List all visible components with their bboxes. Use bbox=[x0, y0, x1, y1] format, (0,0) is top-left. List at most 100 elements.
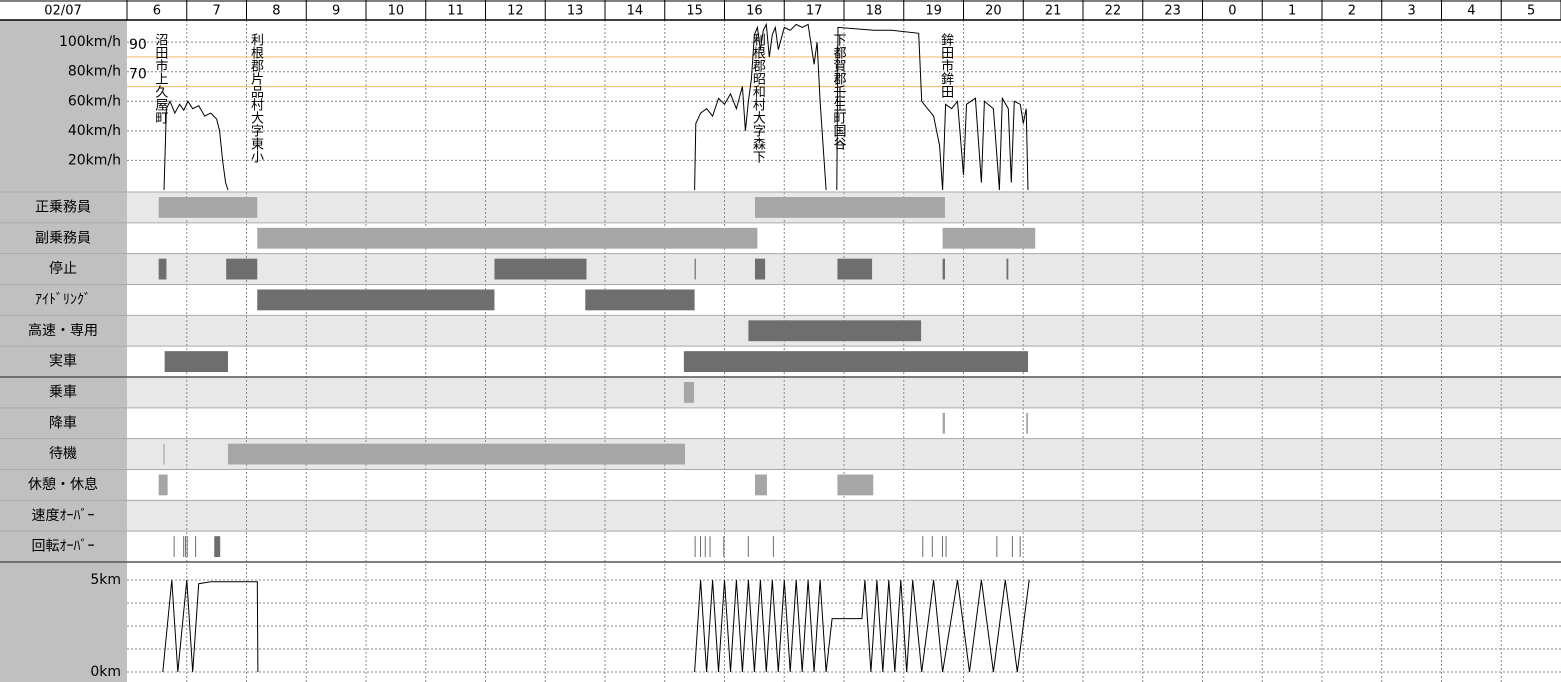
hour-label: 20 bbox=[985, 4, 1002, 19]
hour-label: 23 bbox=[1164, 4, 1181, 19]
hour-label: 13 bbox=[567, 4, 584, 19]
threshold-label: 70 bbox=[129, 67, 147, 83]
row-label: 回転ｵｰﾊﾞｰ bbox=[32, 539, 95, 555]
hour-label: 18 bbox=[866, 4, 883, 19]
activity-bar bbox=[694, 536, 696, 557]
activity-bar bbox=[748, 320, 922, 342]
speed-tick-label: 100km/h bbox=[59, 34, 121, 50]
activity-bar bbox=[257, 289, 495, 311]
activity-bar bbox=[747, 536, 749, 557]
speed-tick-label: 60km/h bbox=[68, 93, 121, 109]
activity-bar bbox=[1019, 536, 1021, 557]
row-label: 停止 bbox=[49, 260, 77, 277]
speed-line bbox=[163, 22, 1029, 191]
row-label: 副乗務員 bbox=[35, 230, 91, 246]
activity-bar bbox=[694, 258, 696, 280]
date-label: 02/07 bbox=[44, 4, 81, 19]
hour-label: 11 bbox=[447, 4, 464, 19]
place-label: 下都賀郡壬生町国谷 bbox=[831, 33, 847, 150]
row-label: 降車 bbox=[49, 414, 77, 431]
hour-label: 22 bbox=[1105, 4, 1122, 19]
distance-tick-label: 0km bbox=[90, 664, 121, 680]
hour-label: 0 bbox=[1228, 4, 1236, 19]
activity-bar bbox=[1026, 412, 1029, 434]
activity-bar bbox=[186, 536, 188, 557]
activity-bar bbox=[754, 258, 766, 280]
distance-line bbox=[162, 579, 1030, 673]
hour-label: 1 bbox=[1288, 4, 1296, 19]
activity-bar bbox=[709, 536, 711, 557]
activity-bar bbox=[158, 197, 258, 218]
activity-bar bbox=[184, 536, 186, 557]
activity-bar bbox=[996, 536, 998, 557]
threshold-label: 90 bbox=[129, 37, 147, 53]
place-label: 利根郡片品村大字東小 bbox=[248, 33, 264, 164]
row-label: 速度ｵｰﾊﾞｰ bbox=[32, 508, 95, 524]
hour-label: 7 bbox=[212, 4, 220, 19]
place-label: 沼田市上久屋町 bbox=[152, 33, 168, 124]
hour-label: 9 bbox=[332, 4, 340, 19]
row-label: 高速・専用 bbox=[28, 322, 98, 339]
activity-bar bbox=[214, 536, 221, 557]
activity-bar bbox=[195, 536, 197, 557]
row-label: 実車 bbox=[49, 353, 77, 370]
place-label: 鉾田市鉾田 bbox=[938, 33, 954, 98]
activity-bar bbox=[754, 197, 945, 218]
activity-bar bbox=[945, 536, 947, 557]
distance-tick-label: 5km bbox=[90, 572, 121, 588]
speed-tick-label: 20km/h bbox=[68, 152, 121, 168]
hour-label: 19 bbox=[925, 4, 942, 19]
row-label: 待機 bbox=[49, 446, 77, 462]
row-label: 休憩・休息 bbox=[28, 476, 98, 493]
activity-bar bbox=[183, 536, 185, 557]
hour-label: 21 bbox=[1045, 4, 1062, 19]
activity-bar bbox=[837, 258, 873, 280]
hour-label: 16 bbox=[746, 4, 763, 19]
activity-bar bbox=[942, 258, 945, 280]
activity-bar bbox=[772, 536, 774, 557]
activity-bar bbox=[723, 536, 725, 557]
activity-bar bbox=[941, 536, 943, 557]
hour-label: 8 bbox=[272, 4, 280, 19]
hour-label: 4 bbox=[1467, 4, 1475, 19]
hour-label: 15 bbox=[686, 4, 703, 19]
activity-bar bbox=[1011, 536, 1013, 557]
place-label: 利根郡昭和村大字森下 bbox=[750, 33, 766, 163]
label-column bbox=[0, 20, 127, 682]
activity-bar bbox=[227, 443, 686, 465]
activity-bar bbox=[704, 536, 706, 557]
hour-label: 12 bbox=[507, 4, 524, 19]
hour-label: 6 bbox=[153, 4, 161, 19]
activity-bar bbox=[164, 351, 228, 372]
activity-bar bbox=[163, 443, 165, 465]
speed-tick-label: 40km/h bbox=[68, 123, 121, 139]
activity-bar bbox=[257, 227, 758, 249]
activity-bar bbox=[837, 474, 874, 496]
activity-bar bbox=[173, 536, 175, 557]
hour-label: 17 bbox=[806, 4, 823, 19]
activity-bar bbox=[158, 474, 168, 496]
activity-bar bbox=[942, 227, 1036, 249]
activity-bar bbox=[683, 351, 1029, 372]
hour-label: 5 bbox=[1527, 4, 1535, 19]
activity-bar bbox=[922, 536, 924, 557]
activity-bar bbox=[942, 412, 945, 434]
hour-label: 14 bbox=[627, 4, 644, 19]
activity-bar bbox=[754, 474, 767, 496]
activity-bar bbox=[1006, 258, 1009, 280]
activity-bar bbox=[226, 258, 258, 280]
row-label: 乗車 bbox=[49, 383, 77, 400]
hour-label: 3 bbox=[1407, 4, 1415, 19]
activity-bar bbox=[700, 536, 702, 557]
row-label: ｱｲﾄﾞﾘﾝｸﾞ bbox=[35, 292, 91, 308]
hour-label: 2 bbox=[1348, 4, 1356, 19]
activity-bar bbox=[585, 289, 695, 311]
activity-bar bbox=[494, 258, 587, 280]
activity-bar bbox=[683, 382, 695, 403]
activity-bar bbox=[931, 536, 933, 557]
row-label: 正乗務員 bbox=[35, 199, 91, 215]
hour-label: 10 bbox=[388, 4, 405, 19]
activity-bar bbox=[158, 258, 167, 280]
speed-tick-label: 80km/h bbox=[68, 64, 121, 80]
